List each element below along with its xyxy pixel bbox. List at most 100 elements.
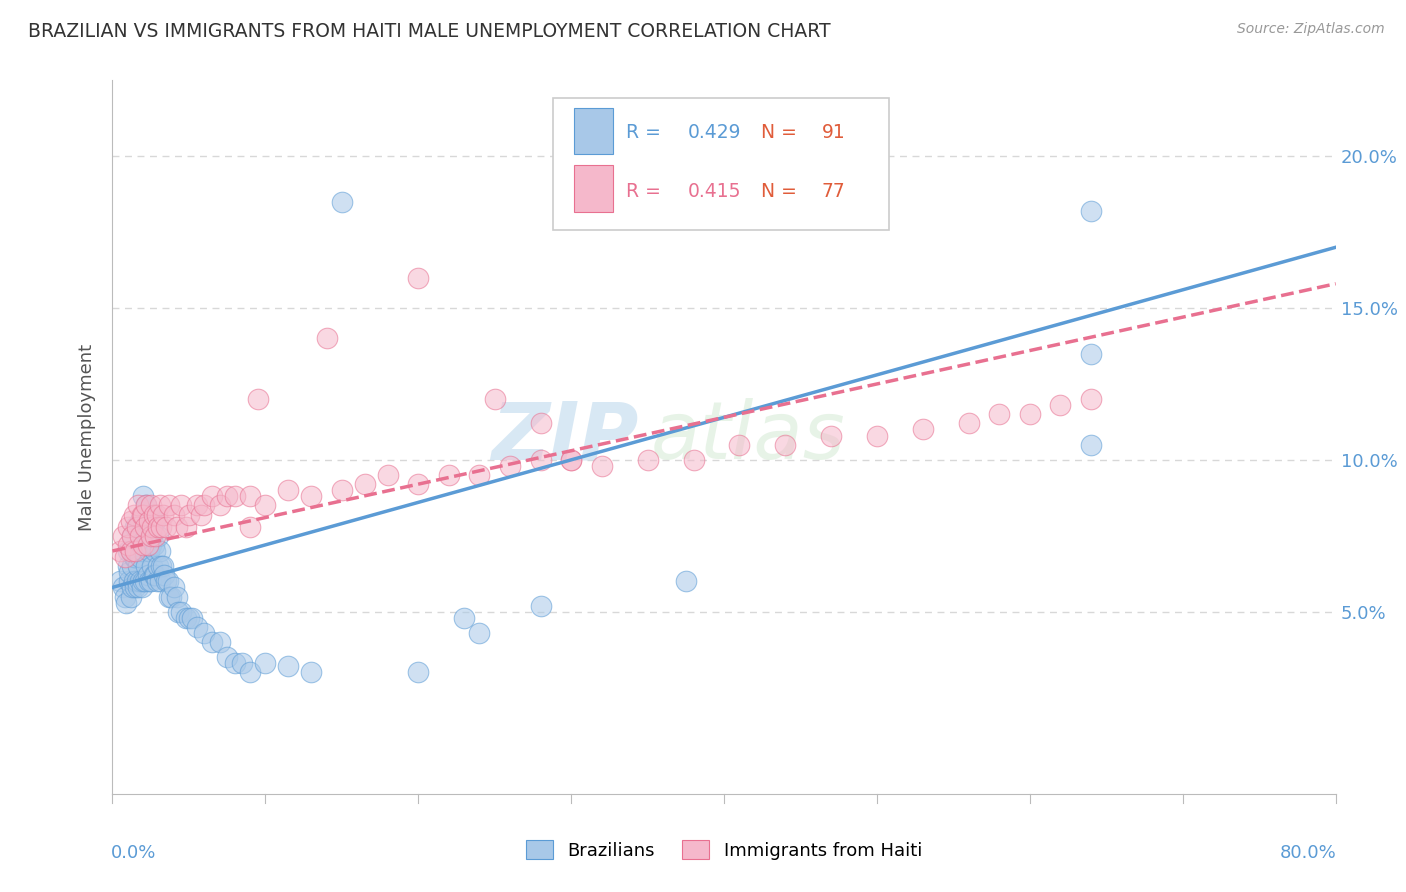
- Bar: [574, 165, 613, 211]
- Point: [190, 508, 212, 522]
- Point: [254, 657, 277, 671]
- Point: [131, 508, 153, 522]
- Point: [299, 665, 322, 680]
- Point: [134, 519, 156, 533]
- Text: R =: R =: [626, 123, 666, 143]
- Point: [181, 611, 204, 625]
- Point: [728, 438, 751, 452]
- Point: [166, 519, 188, 533]
- Point: [138, 514, 160, 528]
- Point: [131, 581, 153, 595]
- Text: atlas: atlas: [651, 398, 845, 476]
- Point: [122, 574, 145, 589]
- Point: [1080, 392, 1102, 406]
- Point: [142, 568, 165, 582]
- Point: [277, 659, 299, 673]
- Point: [163, 508, 186, 522]
- Point: [134, 574, 156, 589]
- Point: [122, 549, 145, 564]
- Point: [114, 549, 136, 564]
- Point: [156, 574, 179, 589]
- Point: [141, 559, 163, 574]
- Point: [141, 519, 163, 533]
- Point: [186, 499, 208, 513]
- Point: [208, 635, 231, 649]
- Point: [139, 508, 162, 522]
- Point: [148, 519, 170, 533]
- Point: [174, 611, 197, 625]
- Point: [820, 428, 842, 442]
- Point: [239, 489, 262, 503]
- Point: [149, 544, 172, 558]
- Text: BRAZILIAN VS IMMIGRANTS FROM HAITI MALE UNEMPLOYMENT CORRELATION CHART: BRAZILIAN VS IMMIGRANTS FROM HAITI MALE …: [28, 22, 831, 41]
- Point: [277, 483, 299, 498]
- Point: [117, 538, 139, 552]
- Point: [437, 468, 460, 483]
- Point: [127, 499, 149, 513]
- Text: N =: N =: [761, 123, 803, 143]
- Point: [135, 499, 157, 513]
- Legend: Brazilians, Immigrants from Haiti: Brazilians, Immigrants from Haiti: [519, 832, 929, 867]
- Point: [530, 453, 553, 467]
- Point: [1018, 407, 1040, 421]
- Point: [132, 519, 155, 533]
- Point: [121, 559, 143, 574]
- Point: [120, 544, 142, 558]
- Point: [157, 590, 180, 604]
- Point: [224, 657, 246, 671]
- Point: [136, 568, 159, 582]
- Point: [193, 626, 215, 640]
- Point: [127, 581, 149, 595]
- Point: [141, 529, 163, 543]
- Point: [132, 508, 155, 522]
- Point: [166, 590, 188, 604]
- Point: [377, 468, 399, 483]
- Point: [560, 453, 582, 467]
- Point: [408, 477, 430, 491]
- Point: [330, 483, 353, 498]
- Point: [1080, 203, 1102, 218]
- Point: [159, 590, 181, 604]
- Point: [114, 590, 136, 604]
- Point: [135, 499, 157, 513]
- Point: [208, 499, 231, 513]
- Point: [132, 574, 155, 589]
- Point: [142, 538, 165, 552]
- Point: [315, 331, 337, 345]
- Point: [775, 438, 797, 452]
- Point: [131, 529, 153, 543]
- Point: [484, 392, 506, 406]
- Point: [132, 538, 155, 552]
- Point: [125, 574, 148, 589]
- Point: [148, 529, 170, 543]
- Point: [121, 529, 143, 543]
- Point: [125, 519, 148, 533]
- Point: [499, 458, 522, 473]
- Point: [177, 508, 200, 522]
- Point: [330, 194, 353, 209]
- Point: [143, 544, 166, 558]
- Point: [120, 514, 142, 528]
- Point: [408, 270, 430, 285]
- Point: [167, 605, 190, 619]
- Point: [138, 574, 160, 589]
- Text: ZIP: ZIP: [491, 398, 638, 476]
- Text: R =: R =: [626, 182, 666, 201]
- Point: [170, 499, 193, 513]
- Point: [121, 581, 143, 595]
- Point: [134, 538, 156, 552]
- Point: [138, 544, 160, 558]
- Point: [530, 599, 553, 613]
- Point: [231, 657, 253, 671]
- Point: [127, 519, 149, 533]
- Point: [224, 489, 246, 503]
- Point: [136, 538, 159, 552]
- Point: [124, 549, 146, 564]
- Point: [468, 468, 491, 483]
- Point: [117, 519, 139, 533]
- Point: [150, 559, 173, 574]
- Text: Source: ZipAtlas.com: Source: ZipAtlas.com: [1237, 22, 1385, 37]
- Point: [201, 635, 224, 649]
- Point: [1080, 346, 1102, 360]
- Point: [408, 665, 430, 680]
